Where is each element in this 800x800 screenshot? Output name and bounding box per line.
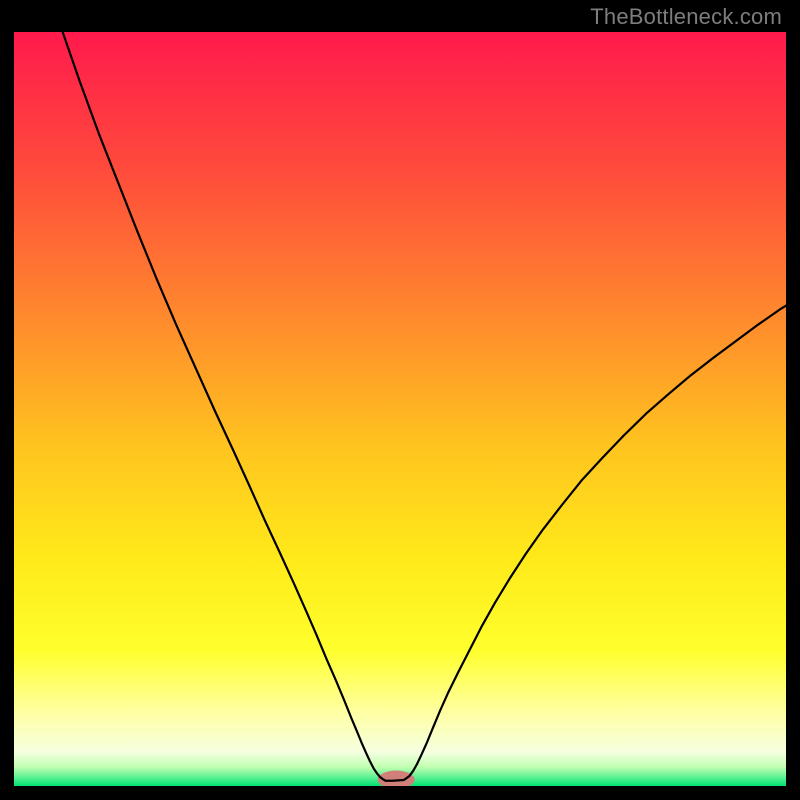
chart-background [14,32,786,786]
bottleneck-curve-chart [14,32,786,786]
chart-svg [14,32,786,786]
watermark-text: TheBottleneck.com [590,4,782,30]
